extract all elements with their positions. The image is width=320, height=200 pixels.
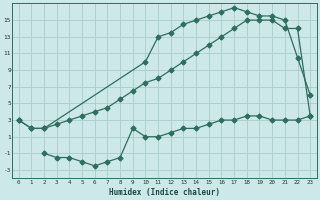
X-axis label: Humidex (Indice chaleur): Humidex (Indice chaleur)	[109, 188, 220, 197]
